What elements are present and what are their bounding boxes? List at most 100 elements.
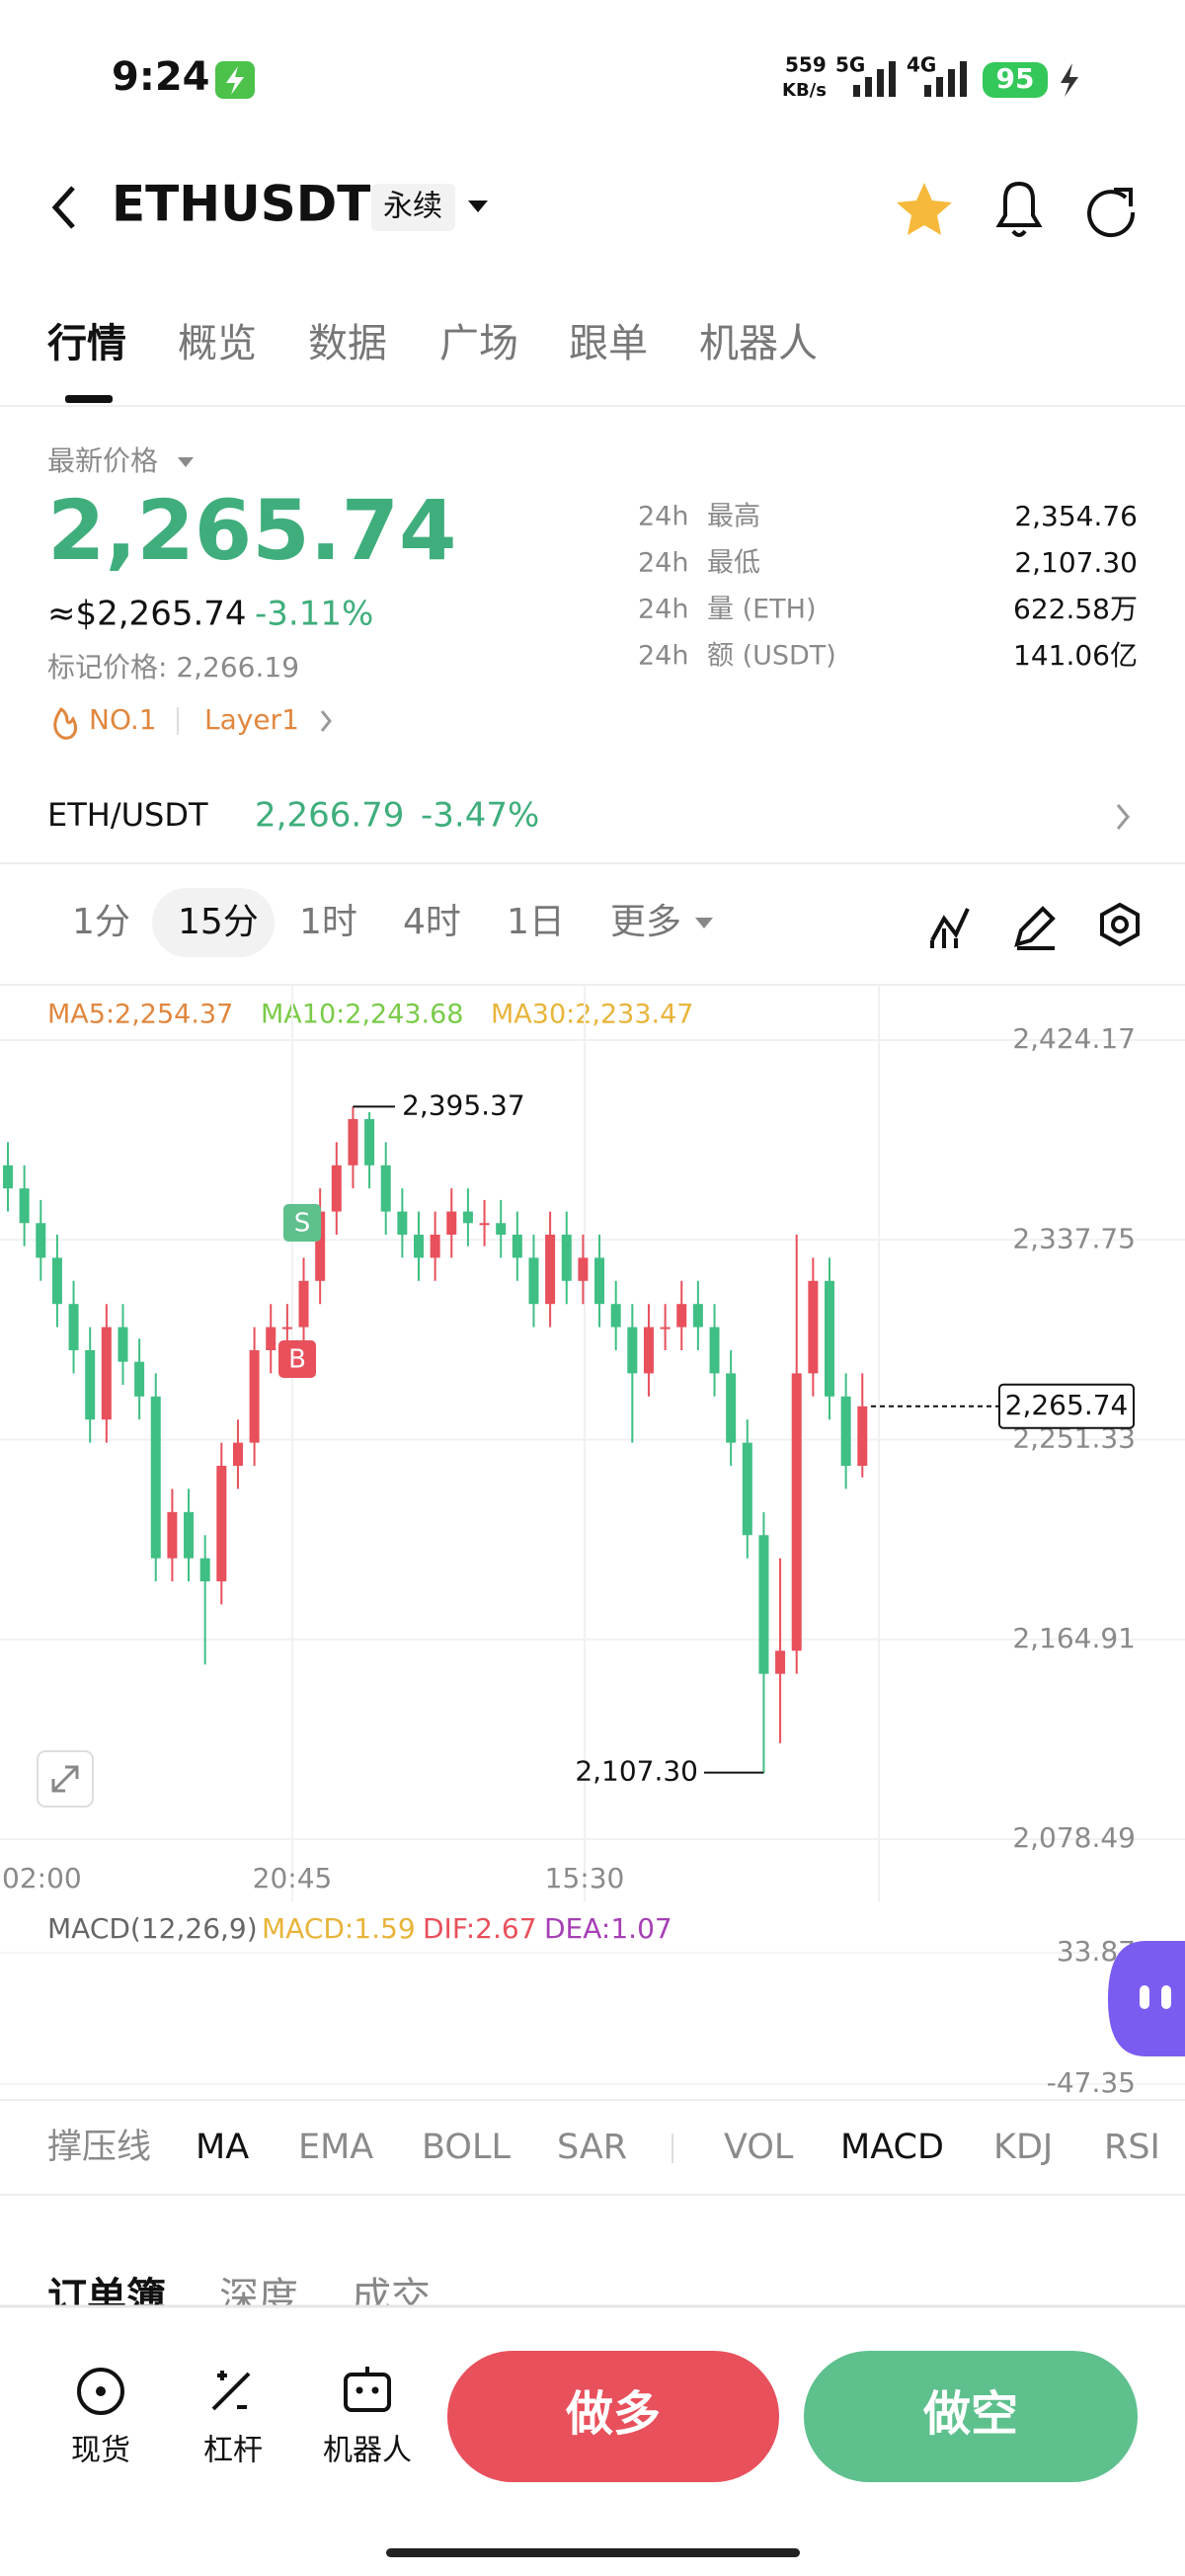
tab[interactable]: 概览 bbox=[178, 321, 257, 366]
tab[interactable]: 数据 bbox=[308, 321, 387, 366]
chevron bbox=[320, 710, 332, 732]
low-label: 2,107.30 bbox=[575, 1755, 698, 1788]
favorite[interactable] bbox=[897, 183, 952, 235]
long-button[interactable] bbox=[447, 2351, 779, 2482]
stat-value: 2,354.76 bbox=[1014, 500, 1138, 532]
candle-body bbox=[281, 1327, 292, 1329]
candle-body bbox=[775, 1650, 786, 1674]
interval-active-bg bbox=[152, 888, 275, 957]
candle-body bbox=[232, 1442, 243, 1467]
bot-eye bbox=[356, 2386, 363, 2394]
stat-value: 141.06亿 bbox=[1013, 639, 1138, 672]
back-button[interactable] bbox=[51, 186, 75, 229]
tab[interactable]: 跟单 bbox=[569, 321, 648, 366]
spot-dot bbox=[96, 2386, 106, 2396]
indicator[interactable]: MA bbox=[196, 2128, 249, 2167]
symbol[interactable]: ETHUSDT bbox=[112, 176, 370, 233]
nav-label[interactable]: 机器人 bbox=[323, 2434, 412, 2468]
tab[interactable]: 机器人 bbox=[699, 321, 818, 366]
candle-body bbox=[692, 1304, 703, 1328]
candle-body bbox=[134, 1361, 145, 1397]
spot-pair[interactable]: ETH/USDT bbox=[47, 796, 208, 834]
macd-tick-label: -47.35 bbox=[1047, 2066, 1136, 2099]
dea-value: DEA:1.07 bbox=[544, 1912, 672, 1945]
contract: 永续 bbox=[383, 190, 442, 224]
interval[interactable]: 1分 bbox=[72, 902, 130, 942]
short-button[interactable] bbox=[804, 2351, 1138, 2482]
dropdown[interactable] bbox=[178, 457, 194, 467]
indicator[interactable]: 撑压线 bbox=[47, 2128, 151, 2167]
signal-label: 4G bbox=[907, 53, 936, 77]
interval[interactable]: 4时 bbox=[403, 902, 461, 942]
indicator-tool[interactable] bbox=[930, 908, 970, 948]
candle-body bbox=[150, 1396, 161, 1559]
candle-body bbox=[578, 1257, 589, 1281]
candle-body bbox=[216, 1466, 227, 1582]
indicator[interactable]: BOLL bbox=[422, 2128, 511, 2167]
high-label: 2,395.37 bbox=[402, 1088, 525, 1121]
candle-body bbox=[68, 1304, 79, 1350]
tab[interactable]: 行情 bbox=[47, 321, 126, 366]
candle-body bbox=[709, 1327, 720, 1374]
y-tick-label: 2,164.91 bbox=[1012, 1622, 1136, 1654]
change: -3.11% bbox=[255, 595, 373, 634]
short-label[interactable]: 做空 bbox=[922, 2386, 1018, 2442]
stat-name: 额 (USDT) bbox=[707, 641, 836, 672]
nav-label[interactable]: 杠杆 bbox=[203, 2434, 263, 2468]
dropdown[interactable] bbox=[695, 918, 713, 928]
bolt bbox=[226, 66, 244, 95]
home-indicator bbox=[386, 2548, 800, 2557]
candle-body bbox=[512, 1234, 522, 1258]
y-tick-label: 2,424.17 bbox=[1012, 1022, 1136, 1055]
interval[interactable]: 1日 bbox=[507, 902, 565, 942]
stat-period: 24h bbox=[638, 548, 688, 579]
settings[interactable] bbox=[1100, 902, 1140, 947]
draw-tool[interactable] bbox=[1014, 906, 1056, 950]
stat-value: 2,107.30 bbox=[1014, 546, 1138, 579]
interval[interactable]: 更多 bbox=[610, 902, 681, 942]
buy-marker: B bbox=[288, 1345, 306, 1375]
net-speed: 559 bbox=[785, 53, 827, 77]
net-unit: KB/s bbox=[782, 80, 827, 101]
candle-body bbox=[397, 1211, 408, 1235]
hot-icon bbox=[53, 706, 78, 740]
time: 9:24 bbox=[112, 54, 210, 100]
candle-body bbox=[19, 1188, 30, 1224]
ma-legend: MA10:2,243.68 bbox=[261, 1000, 463, 1030]
indicator[interactable]: MACD bbox=[840, 2128, 944, 2167]
candle-body bbox=[479, 1223, 490, 1226]
candle-body bbox=[167, 1511, 178, 1559]
candle-body bbox=[266, 1327, 276, 1351]
contract-badge bbox=[371, 184, 455, 231]
indicator[interactable]: RSI bbox=[1104, 2128, 1160, 2167]
indicator[interactable]: EMA bbox=[298, 2128, 373, 2167]
share[interactable] bbox=[1087, 188, 1136, 238]
alert[interactable] bbox=[995, 181, 1043, 237]
candle-body bbox=[758, 1535, 769, 1674]
candle-body bbox=[430, 1234, 440, 1258]
y-tick-label: 2,078.49 bbox=[1012, 1821, 1136, 1854]
candle-body bbox=[348, 1118, 358, 1166]
long-label[interactable]: 做多 bbox=[565, 2386, 661, 2442]
signal-label: 5G bbox=[835, 53, 865, 77]
indicator[interactable]: VOL bbox=[724, 2128, 794, 2167]
tab[interactable]: 广场 bbox=[439, 321, 518, 366]
candle-body bbox=[3, 1165, 13, 1189]
settings-dot bbox=[1111, 916, 1129, 933]
interval[interactable]: 15分 bbox=[178, 902, 259, 942]
spot-price: 2,266.79 bbox=[255, 796, 404, 836]
indicator[interactable]: SAR bbox=[557, 2128, 627, 2167]
bot-eye bbox=[371, 2386, 379, 2394]
spot-change: -3.47% bbox=[421, 796, 539, 836]
indicator[interactable]: KDJ bbox=[993, 2128, 1053, 2167]
fullscreen-icon bbox=[51, 1765, 79, 1793]
macd-title: MACD(12,26,9) bbox=[47, 1912, 258, 1945]
dropdown[interactable] bbox=[468, 201, 488, 212]
tag[interactable]: Layer1 bbox=[204, 703, 299, 736]
interval[interactable]: 1时 bbox=[299, 902, 357, 942]
nav-label[interactable]: 现货 bbox=[71, 2434, 130, 2468]
margin-icon bbox=[211, 2371, 251, 2411]
chevron[interactable] bbox=[1116, 804, 1130, 830]
candle-body bbox=[199, 1558, 210, 1582]
